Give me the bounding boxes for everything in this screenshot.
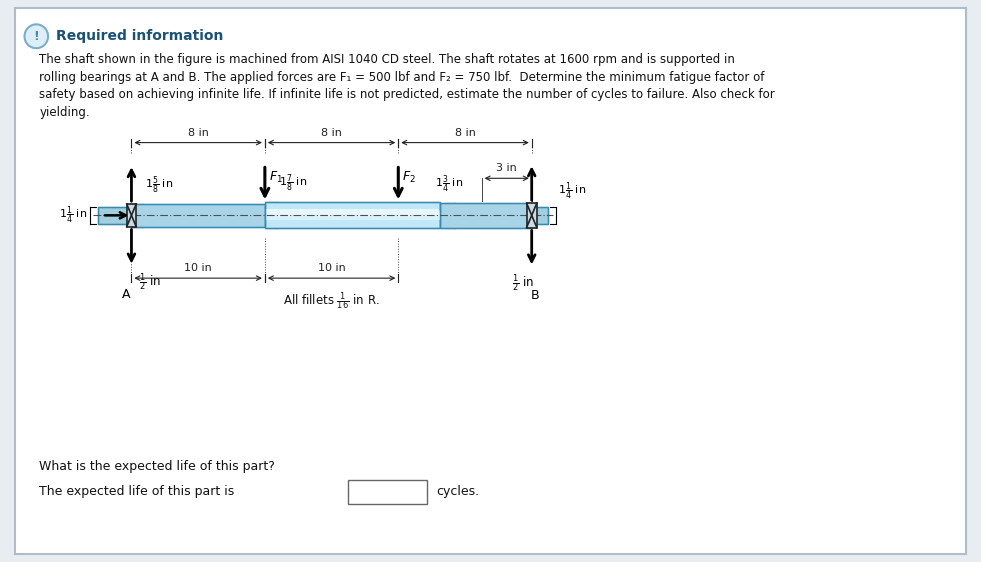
Text: cycles.: cycles. [437,486,480,498]
Bar [439,203,532,228]
Text: safety based on achieving infinite life. If infinite life is not predicted, esti: safety based on achieving infinite life.… [39,88,775,102]
Text: !: ! [33,30,39,43]
Text: $1\frac{5}{8}$ in: $1\frac{5}{8}$ in [145,175,174,196]
Text: 8 in: 8 in [321,128,342,138]
Bar [265,202,439,228]
Text: The shaft shown in the figure is machined from AISI 1040 CD steel. The shaft rot: The shaft shown in the figure is machine… [39,53,735,66]
Bar [532,207,548,224]
Text: $F_1$: $F_1$ [269,170,283,184]
Text: The expected life of this part is: The expected life of this part is [39,486,234,498]
Text: Required information: Required information [56,29,224,43]
Text: $F_2$: $F_2$ [402,170,416,184]
Text: rolling bearings at A and B. The applied forces are F₁ = 500 lbf and F₂ = 750 lb: rolling bearings at A and B. The applied… [39,71,764,84]
Bar [532,207,548,224]
Text: B: B [531,289,539,302]
Text: All fillets $\frac{1}{16}$ in R.: All fillets $\frac{1}{16}$ in R. [284,290,380,312]
Text: $\frac{1}{2}$ in: $\frac{1}{2}$ in [139,271,162,293]
Text: 8 in: 8 in [454,128,476,138]
Text: 10 in: 10 in [318,263,345,273]
Text: $\frac{1}{2}$ in: $\frac{1}{2}$ in [512,273,535,294]
Bar [439,203,532,228]
Bar [527,203,537,228]
Text: yielding.: yielding. [39,106,90,119]
Bar [131,204,265,226]
Text: $1\frac{3}{4}$ in: $1\frac{3}{4}$ in [436,174,463,195]
Circle shape [25,24,48,48]
Text: $1\frac{7}{8}$ in: $1\frac{7}{8}$ in [279,173,307,194]
Bar [348,480,427,504]
Text: 8 in: 8 in [187,128,209,138]
Text: 10 in: 10 in [184,263,212,273]
Bar [98,207,131,224]
Text: $1\frac{1}{4}$ in: $1\frac{1}{4}$ in [558,180,587,202]
Bar [265,202,439,228]
Text: 3 in: 3 in [496,164,517,173]
Bar [265,211,439,220]
Text: What is the expected life of this part?: What is the expected life of this part? [39,460,275,473]
Bar [98,207,131,224]
Bar [131,204,265,226]
Bar [266,210,439,215]
Text: $1\frac{1}{4}$ in: $1\frac{1}{4}$ in [59,205,87,226]
Bar [127,204,136,226]
Text: A: A [123,288,130,301]
